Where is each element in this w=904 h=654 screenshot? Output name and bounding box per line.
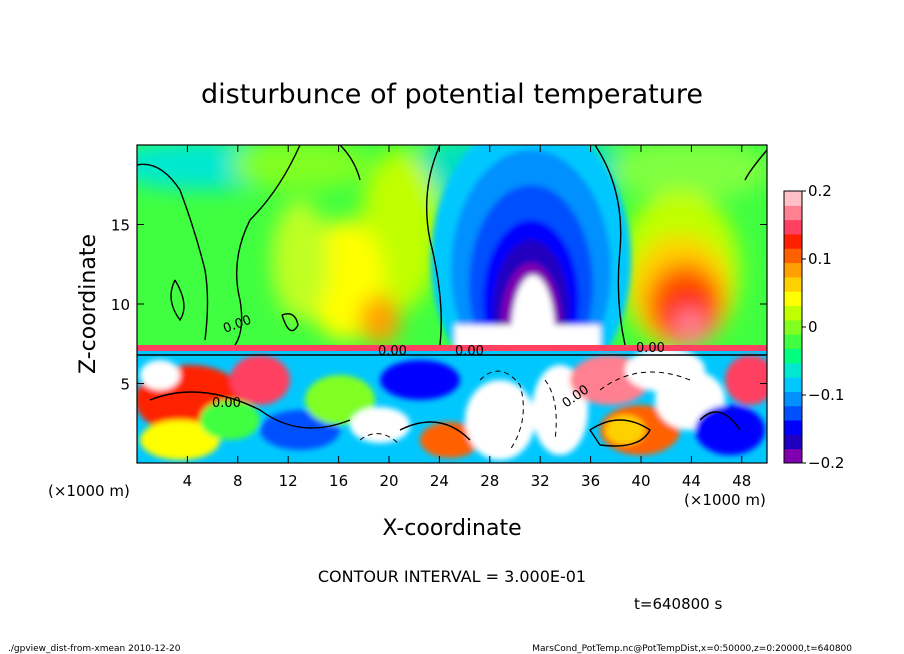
y-axis-ticks: 5 10 15 [111,217,767,394]
x-tick-label: 8 [233,472,243,490]
x-tick-label: 36 [581,472,600,490]
x-tick-label: 28 [480,472,499,490]
y-tick-label: 5 [120,376,130,394]
colorbar-tick-label: −0.1 [808,386,844,404]
x-tick-label: 44 [682,472,701,490]
x-tick-label: 20 [379,472,398,490]
time-label: t=640800 s [634,595,722,613]
contour-interval-text: CONTOUR INTERVAL = 3.000E-01 [318,567,586,586]
colorbar-segment [784,248,802,264]
contour-label: 0.00 [636,341,665,356]
x-tick-label: 48 [732,472,751,490]
colorbar-tick-label: 0 [808,318,818,336]
heatmap-field [137,145,767,463]
x-tick-label: 32 [531,472,550,490]
colorbar-segment [784,191,802,206]
colorbar-segment [784,348,802,364]
contour-label: 0.00 [455,344,484,359]
colorbar-segment [784,391,802,407]
colorbar-segment [784,434,802,450]
x-unit-right: (×1000 m) [684,491,766,509]
colorbar-segment [784,276,802,292]
colorbar [784,191,802,464]
colorbar-segment [784,448,802,464]
footer-left: ./gpview_dist-from-xmean 2010-12-20 [8,644,181,654]
colorbar-segment [784,334,802,349]
colorbar-segment [784,319,802,335]
x-axis-ticks: 4 8 12 16 20 24 28 32 36 40 44 48 [183,145,751,490]
colorbar-segment [784,291,802,307]
x-axis-label: X-coordinate [382,516,521,541]
x-unit-left: (×1000 m) [48,482,130,500]
colorbar-segment [784,205,802,221]
colorbar-tick-label: 0.1 [808,250,832,268]
x-tick-label: 4 [183,472,193,490]
colorbar-segment [784,420,802,435]
x-tick-label: 24 [430,472,449,490]
chart-title: disturbunce of potential temperature [201,79,703,110]
contour-label: 0.00 [378,344,407,359]
colorbar-ticks: 0.2 0.1 0 −0.1 −0.2 [802,182,844,472]
colorbar-segment [784,262,802,278]
y-axis-label: Z-coordinate [76,234,101,374]
contour-label: 0.00 [212,396,241,411]
y-tick-label: 10 [111,296,130,314]
x-tick-label: 16 [329,472,348,490]
colorbar-segment [784,219,802,235]
colorbar-segment [784,405,802,421]
colorbar-segment [784,362,802,378]
colorbar-tick-label: 0.2 [808,182,832,200]
colorbar-tick-label: −0.2 [808,454,844,472]
y-tick-label: 15 [111,217,130,235]
colorbar-segment [784,377,802,392]
footer-right: MarsCond_PotTemp.nc@PotTempDist,x=0:5000… [532,644,852,654]
colorbar-segment [784,305,802,321]
x-tick-label: 40 [631,472,650,490]
colorbar-segment [784,233,802,249]
x-tick-label: 12 [279,472,298,490]
